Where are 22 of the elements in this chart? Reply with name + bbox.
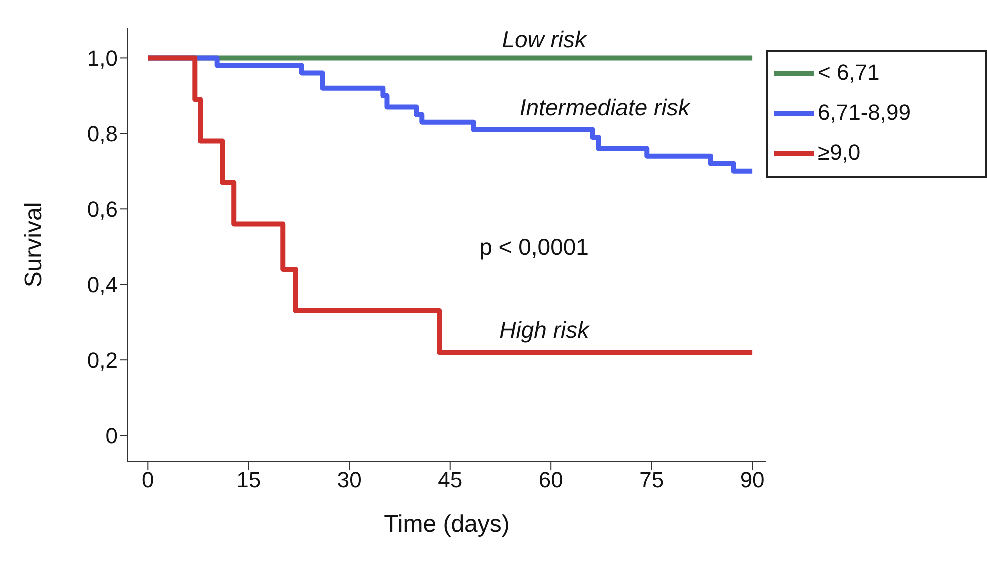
x-tick-label: 60 bbox=[538, 468, 564, 493]
y-axis-title: Survival bbox=[20, 202, 48, 288]
y-tick-label: 0 bbox=[106, 423, 118, 448]
y-tick-label: 0,4 bbox=[87, 272, 118, 298]
y-tick-label: 1,0 bbox=[87, 46, 118, 71]
annotation: High risk bbox=[500, 317, 591, 344]
annotation: Low risk bbox=[502, 26, 588, 52]
x-tick-label: 0 bbox=[142, 468, 154, 493]
x-tick-label: 45 bbox=[438, 468, 463, 493]
annotation: Intermediate risk bbox=[520, 94, 692, 120]
x-axis-title: Time (days) bbox=[384, 511, 510, 538]
x-tick-label: 75 bbox=[640, 468, 664, 493]
annotation: p < 0,0001 bbox=[480, 234, 589, 260]
y-tick-label: 0,6 bbox=[87, 196, 118, 222]
legend-label: < 6,71 bbox=[818, 60, 880, 85]
x-tick-label: 90 bbox=[740, 468, 765, 493]
legend-label: ≥9,0 bbox=[818, 140, 861, 165]
y-tick-label: 0,2 bbox=[87, 348, 118, 373]
x-tick-label: 30 bbox=[337, 468, 362, 493]
y-tick-label: 0,8 bbox=[87, 121, 118, 146]
legend-label: 6,71-8,99 bbox=[818, 100, 911, 125]
x-tick-label: 15 bbox=[236, 468, 262, 493]
